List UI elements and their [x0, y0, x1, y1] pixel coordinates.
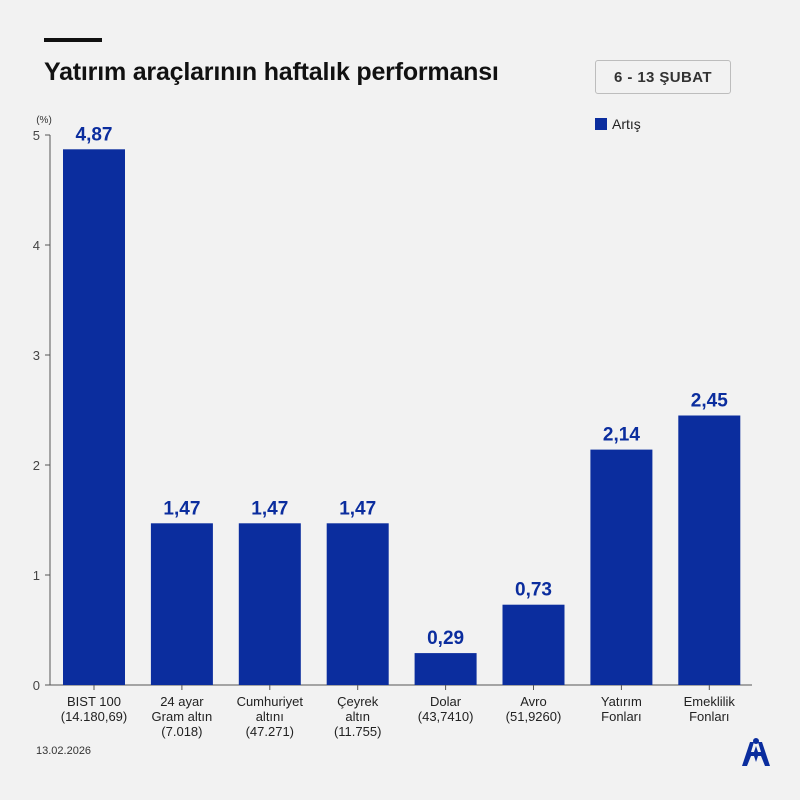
x-tick-label: (11.755) — [334, 724, 381, 739]
bar-value-label: 0,29 — [427, 628, 464, 649]
x-tick-label: (7.018) — [161, 724, 202, 739]
legend-label: Artış — [612, 116, 641, 132]
publish-date: 13.02.2026 — [36, 745, 92, 757]
bar-value-label: 2,14 — [603, 425, 640, 446]
y-tick-label: 0 — [33, 678, 40, 693]
bar-value-label: 0,73 — [515, 580, 552, 601]
y-tick-label: 3 — [33, 348, 40, 363]
bar — [63, 149, 125, 686]
x-tick-label: Emeklilik — [684, 694, 736, 709]
bar-value-label: 1,47 — [339, 498, 376, 519]
bar-value-label: 1,47 — [251, 498, 288, 519]
x-tick-label: Yatırım — [601, 694, 642, 709]
bar-value-label: 2,45 — [691, 391, 728, 412]
bar — [590, 449, 653, 685]
y-tick-label: 4 — [33, 238, 40, 253]
x-tick-label: altın — [345, 709, 370, 724]
aa-logo-icon — [742, 738, 770, 766]
x-tick-label: Avro — [520, 694, 547, 709]
x-tick-label: (43,7410) — [418, 709, 474, 724]
bar — [238, 523, 301, 685]
y-tick-label: 5 — [33, 128, 40, 143]
title-accent-rule — [44, 38, 102, 42]
y-tick-label: 1 — [33, 568, 40, 583]
x-tick-label: (14.180,69) — [61, 709, 128, 724]
y-tick-label: 2 — [33, 458, 40, 473]
legend-swatch — [595, 118, 607, 130]
x-tick-label: (47.271) — [246, 724, 294, 739]
x-tick-label: altını — [256, 709, 284, 724]
bar — [150, 523, 213, 685]
x-tick-label: BIST 100 — [67, 694, 121, 709]
x-tick-label: 24 ayar — [160, 694, 204, 709]
y-axis-unit-label: (%) — [36, 115, 52, 126]
bar-value-label: 1,47 — [163, 498, 200, 519]
bar — [678, 415, 741, 685]
x-tick-label: Dolar — [430, 694, 462, 709]
bar — [326, 523, 389, 685]
x-tick-label: Fonları — [689, 709, 729, 724]
x-tick-label: Cumhuriyet — [237, 694, 304, 709]
bar-value-label: 4,87 — [76, 124, 113, 145]
x-tick-label: Çeyrek — [337, 694, 379, 709]
x-tick-label: (51,9260) — [506, 709, 562, 724]
bar — [502, 604, 565, 685]
x-tick-label: Gram altın — [152, 709, 213, 724]
date-range-badge: 6 - 13 ŞUBAT — [595, 60, 731, 94]
bar — [414, 653, 477, 685]
x-tick-label: Fonları — [601, 709, 641, 724]
page-title: Yatırım araçlarının haftalık performansı — [44, 58, 499, 86]
